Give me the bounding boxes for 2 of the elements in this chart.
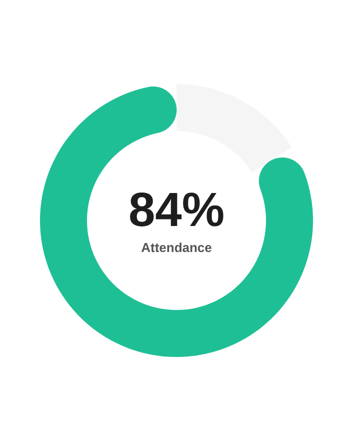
data-label: 84% [128, 184, 225, 237]
text: Attendance [141, 240, 212, 255]
